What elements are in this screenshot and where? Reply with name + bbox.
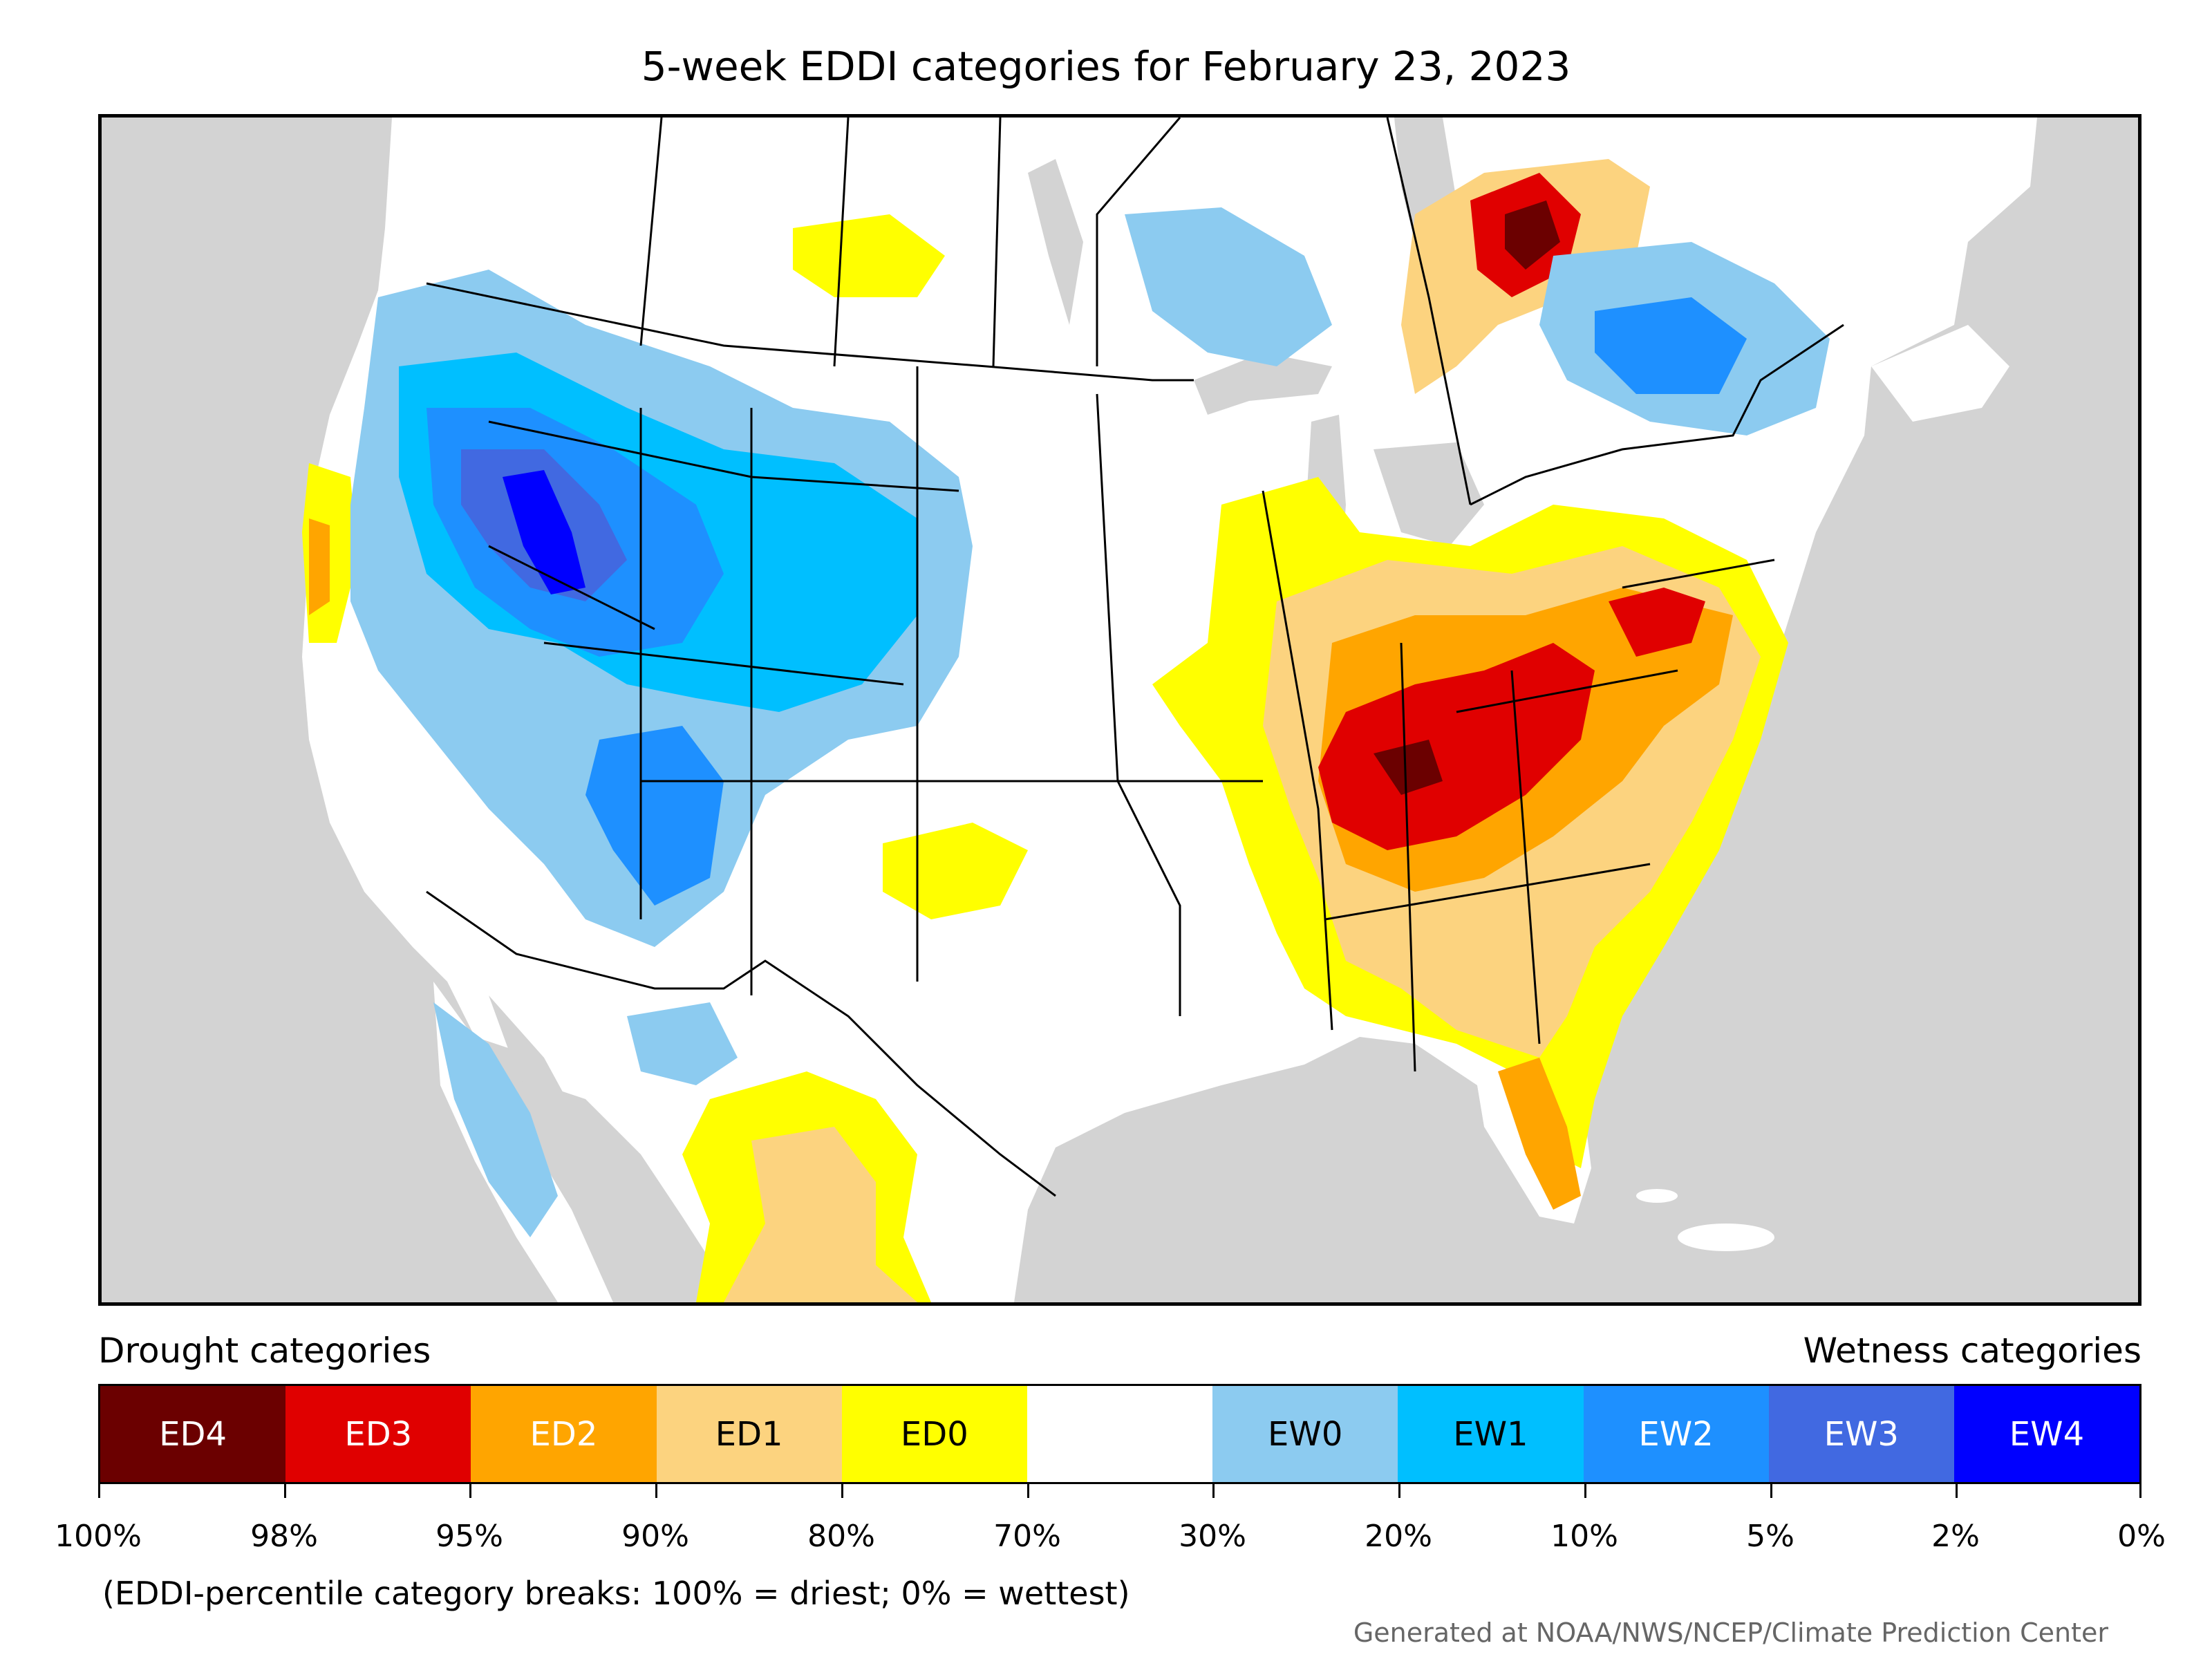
ed0-region-panhandle xyxy=(883,823,1028,919)
state-line xyxy=(543,641,904,686)
province-line xyxy=(833,118,850,367)
island xyxy=(1678,1224,1774,1251)
legend-tick-label: 30% xyxy=(1179,1519,1246,1554)
legend-tick xyxy=(98,1484,100,1498)
ed4-region-ontario xyxy=(1505,200,1560,270)
legend-segment-ed1: ED1 xyxy=(656,1386,842,1482)
legend-tick-label: 100% xyxy=(55,1519,142,1554)
legend-tick-label: 98% xyxy=(250,1519,318,1554)
legend-tick xyxy=(1584,1484,1586,1498)
ed1-region-mexico xyxy=(724,1127,917,1302)
ew0-region-baja xyxy=(433,1002,558,1237)
legend-segment-ew1: EW1 xyxy=(1398,1386,1584,1482)
legend-tick xyxy=(1770,1484,1772,1498)
legend-segment-ed0: ED0 xyxy=(841,1386,1027,1482)
state-line xyxy=(1510,670,1541,1044)
ed3-region-northeast xyxy=(1609,588,1705,657)
legend-segment-ew3: EW3 xyxy=(1768,1386,1954,1482)
map-svg xyxy=(102,118,2138,1302)
legend-tick-label: 95% xyxy=(435,1519,503,1554)
legend-segment-ew4: EW4 xyxy=(1953,1386,2140,1482)
wetness-areas xyxy=(350,207,1830,1237)
legend-tick xyxy=(841,1484,843,1498)
ed0-region-saskatchewan xyxy=(793,214,945,297)
ed2-region-california-coast xyxy=(309,518,330,615)
legend-segment-ed3: ED3 xyxy=(285,1386,471,1482)
ed4-region-kentucky xyxy=(1374,740,1443,795)
wetness-categories-heading: Wetness categories xyxy=(1803,1331,2141,1371)
ew4-region-great-basin xyxy=(503,470,585,594)
boundaries xyxy=(426,118,1844,1197)
state-line xyxy=(1262,490,1333,1031)
legend-tick xyxy=(1212,1484,1215,1498)
legend-tick xyxy=(655,1484,657,1498)
state-line xyxy=(1456,669,1678,713)
legend-tick-label: 20% xyxy=(1365,1519,1432,1554)
state-line xyxy=(488,545,655,630)
drought-areas xyxy=(302,159,1788,1302)
legend-tick xyxy=(1027,1484,1029,1498)
legend-tick-label: 80% xyxy=(807,1519,875,1554)
legend-tick xyxy=(2139,1484,2141,1498)
province-line xyxy=(1096,118,1181,366)
state-line xyxy=(1324,863,1651,921)
legend-colorbar: ED4 ED3 ED2 ED1 ED0 EW0 EW1 EW2 EW3 EW4 xyxy=(98,1384,2141,1484)
legend-tick-label: 70% xyxy=(993,1519,1061,1554)
credit-text: Generated at NOAA/NWS/NCEP/Climate Predi… xyxy=(1353,1618,2108,1648)
lake-winnipeg xyxy=(1028,159,1083,325)
legend-ticks: 100% 98% 95% 90% 80% 70% 30% 20% 10% 5% 2% 0% xyxy=(55,1484,2166,1567)
state-line xyxy=(1400,642,1416,1072)
legend-tick xyxy=(1398,1484,1400,1498)
maritimes-land xyxy=(1871,325,2009,422)
state-line xyxy=(1096,393,1181,1016)
legend-tick-label: 10% xyxy=(1550,1519,1618,1554)
us-mexico-border xyxy=(426,890,1056,1197)
ew2-region-quebec xyxy=(1595,297,1747,394)
island xyxy=(1636,1189,1678,1203)
legend-segment-normal xyxy=(1027,1386,1213,1482)
state-line xyxy=(1622,559,1775,589)
legend-segment-ed2: ED2 xyxy=(471,1386,657,1482)
legend-tick xyxy=(284,1484,286,1498)
drought-categories-heading: Drought categories xyxy=(98,1331,431,1371)
legend-tick-label: 0% xyxy=(2117,1519,2166,1554)
legend-segment-ew0: EW0 xyxy=(1212,1386,1398,1482)
province-line xyxy=(639,118,663,346)
ed2-region-florida xyxy=(1498,1058,1581,1210)
legend-tick xyxy=(1956,1484,1958,1498)
lake-huron xyxy=(1374,442,1484,546)
ew2-region-arizona xyxy=(585,726,724,906)
legend-tick-label: 5% xyxy=(1746,1519,1794,1554)
ew0-region-sonora xyxy=(627,1002,738,1085)
province-line xyxy=(1386,118,1472,505)
gulf-of-california xyxy=(489,995,627,1210)
category-breaks-note: (EDDI-percentile category breaks: 100% =… xyxy=(102,1575,1130,1612)
legend-segment-ed4: ED4 xyxy=(100,1386,286,1482)
ed3-region-ohio-valley xyxy=(1318,643,1595,850)
us-canada-border xyxy=(426,282,1194,382)
lake-superior xyxy=(1194,353,1332,415)
legend-tick-label: 2% xyxy=(1931,1519,1980,1554)
map-area xyxy=(98,114,2141,1306)
ew0-region-manitoba xyxy=(1125,207,1332,366)
legend-tick xyxy=(469,1484,471,1498)
province-line xyxy=(992,118,1002,367)
us-canada-border-east xyxy=(1470,324,1844,506)
legend-tick-label: 90% xyxy=(621,1519,689,1554)
map-title: 5-week EDDI categories for February 23, … xyxy=(641,43,1571,90)
legend-segment-ew2: EW2 xyxy=(1583,1386,1769,1482)
